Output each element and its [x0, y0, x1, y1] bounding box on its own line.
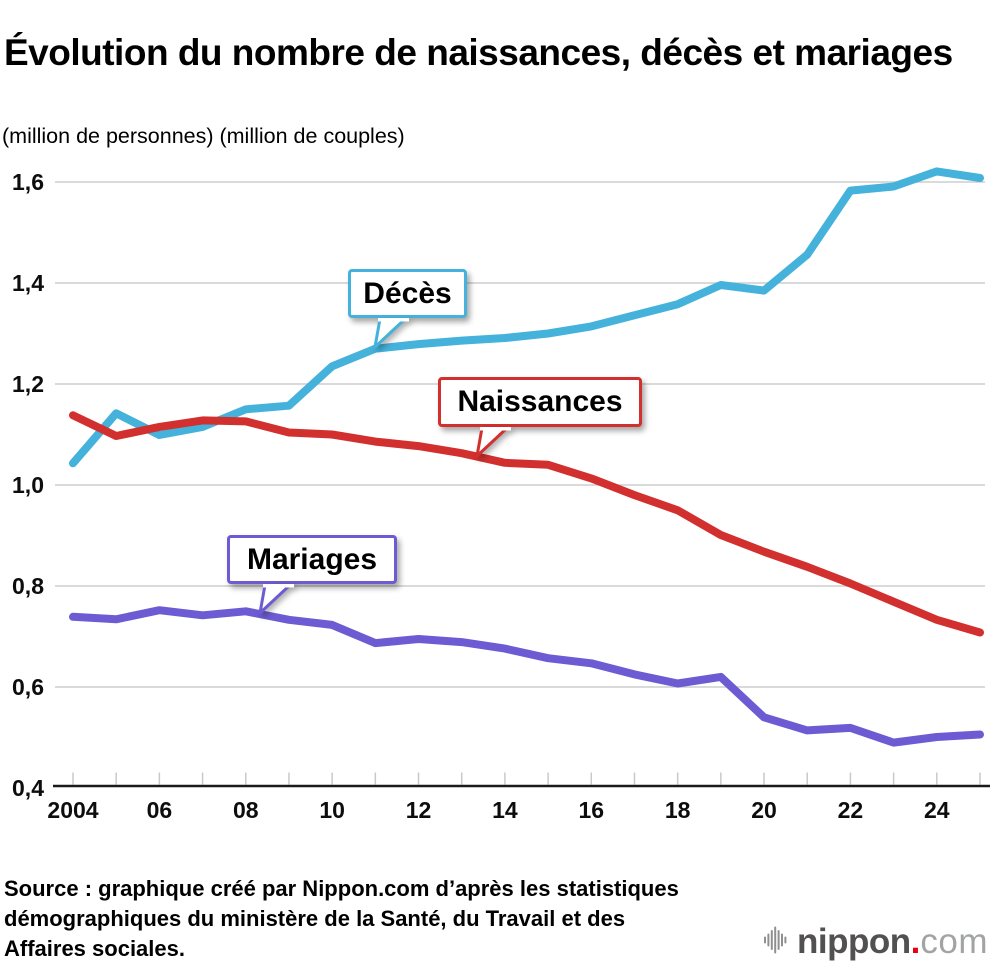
x-axis-label: 14: [492, 797, 518, 823]
logo-red-dot: .: [910, 922, 921, 961]
x-axis-label: 24: [924, 797, 950, 823]
line-chart: 1,6 1,4 1,2 1,0 0,8 0,6 0,4 2004 06 08 10 12 14 16 18 2…: [12, 167, 990, 823]
page-title: Évolution du nombre de naissances, décès…: [4, 31, 953, 73]
x-axis-label: 18: [665, 797, 691, 823]
callout-pointer-icon: [373, 318, 409, 349]
x-axis-label: 20: [751, 797, 777, 823]
y-axis-label: 0,8: [12, 573, 44, 599]
series-label-mariages: Mariages: [227, 535, 397, 615]
callout-pointer-icon: [475, 427, 511, 458]
series-label-deces: Décès: [348, 269, 467, 349]
y-axis-label: 1,4: [12, 270, 44, 296]
x-axis-label: 08: [233, 797, 259, 823]
x-axis-label: 10: [319, 797, 345, 823]
source-line: Source : graphique créé par Nippon.com d…: [4, 876, 679, 901]
nippon-com-logo: nippon . com: [764, 924, 988, 959]
soundwave-icon: [764, 926, 787, 954]
source-line: Affaires sociales.: [4, 936, 185, 961]
callout-pointer-icon: [258, 584, 294, 615]
y-axis-label: 1,0: [12, 472, 44, 498]
y-axis-label: 1,6: [12, 169, 44, 195]
x-axis-label: 2004: [47, 797, 98, 823]
series-line-mariages: [69, 606, 984, 747]
x-axis-label: 06: [147, 797, 173, 823]
y-axis-label: 1,2: [12, 371, 44, 397]
source-note: Source : graphique créé par Nippon.com d…: [4, 874, 679, 964]
logo-tld: com: [920, 922, 988, 961]
series-label-naissances-text: Naissances: [457, 385, 623, 418]
axis-units-note: (million de personnes) (million de coupl…: [2, 124, 405, 148]
source-line: démographiques du ministère de la Santé,…: [4, 906, 626, 931]
y-axis-label: 0,6: [12, 674, 44, 700]
x-axis-label: 22: [838, 797, 864, 823]
series-label-mariages-text: Mariages: [246, 542, 378, 576]
logo-wordmark: nippon: [797, 922, 911, 961]
y-axis-label: 0,4: [12, 775, 44, 801]
series-line-naissances: [69, 411, 984, 637]
series-label-deces-text: Décès: [363, 276, 452, 310]
x-axis-label: 16: [578, 797, 604, 823]
series-label-naissances: Naissances: [438, 377, 642, 458]
x-axis-label: 12: [406, 797, 432, 823]
